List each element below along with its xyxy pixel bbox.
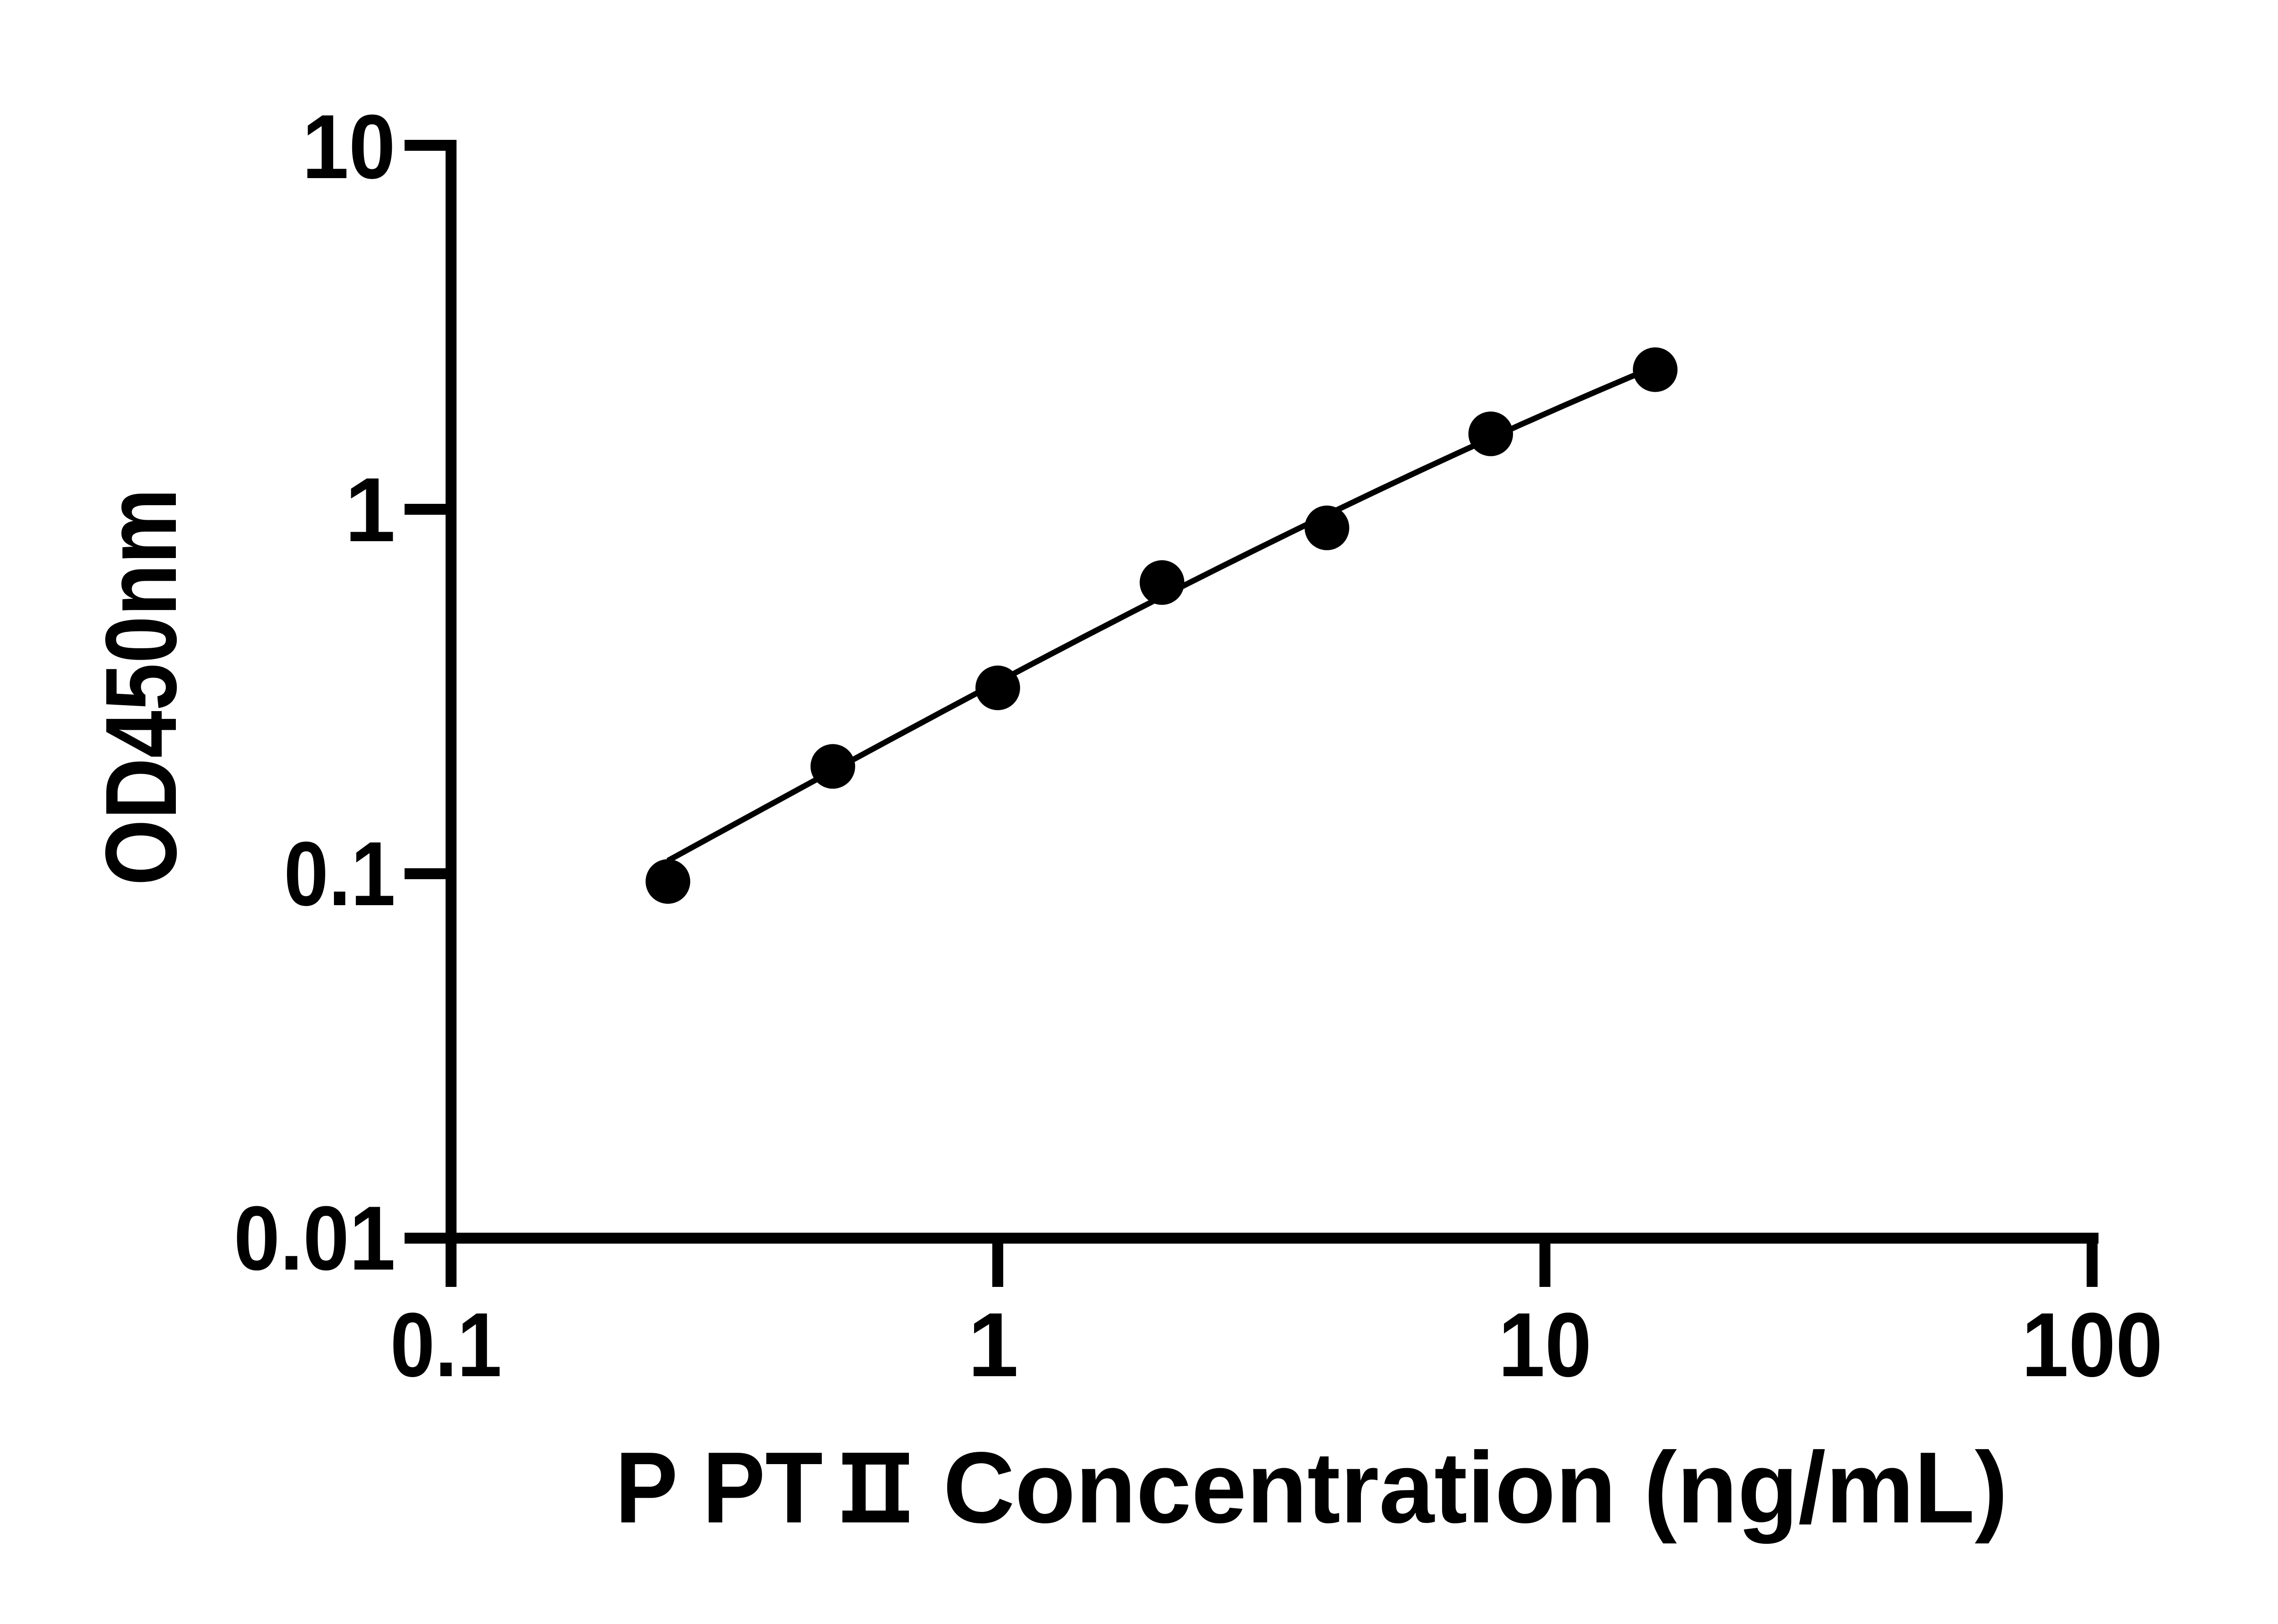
svg-text:P PT: P PT xyxy=(615,1431,823,1544)
svg-text:10: 10 xyxy=(302,96,395,198)
svg-text:0.01: 0.01 xyxy=(234,1188,395,1289)
svg-text:100: 100 xyxy=(2021,1294,2163,1396)
svg-text:10: 10 xyxy=(1498,1294,1592,1396)
svg-text:0.1: 0.1 xyxy=(390,1294,502,1396)
svg-text:OD450nm: OD450nm xyxy=(85,488,198,886)
svg-text:Concentration (ng/mL): Concentration (ng/mL) xyxy=(943,1431,2008,1544)
svg-text:1: 1 xyxy=(345,459,395,561)
svg-text:1: 1 xyxy=(968,1294,1018,1396)
svg-text:0.1: 0.1 xyxy=(284,823,395,925)
